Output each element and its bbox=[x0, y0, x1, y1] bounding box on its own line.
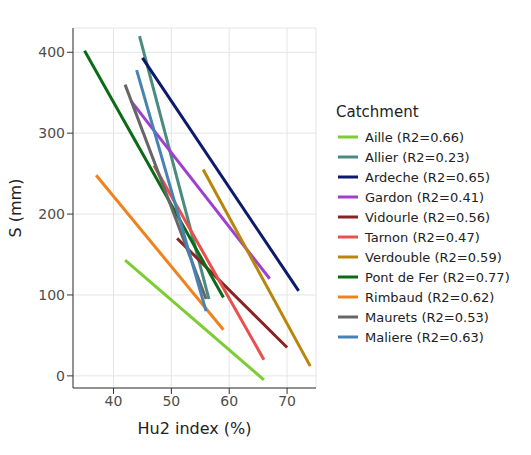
html-text:Gardon (R2=0.41): Gardon (R2=0.41) bbox=[365, 189, 484, 205]
svg-text:Hu2 index (%): Hu2 index (%) bbox=[138, 419, 252, 438]
html-text:Verdouble (R2=0.59): Verdouble (R2=0.59) bbox=[365, 249, 502, 265]
html-text:Catchment: Catchment bbox=[336, 103, 419, 121]
svg-text:0: 0 bbox=[56, 368, 65, 384]
svg-text:400: 400 bbox=[38, 44, 65, 60]
html-text:Pont de Fer (R2=0.77): Pont de Fer (R2=0.77) bbox=[365, 269, 510, 285]
svg-text:100: 100 bbox=[38, 287, 65, 303]
html-text:Aille (R2=0.66): Aille (R2=0.66) bbox=[365, 129, 465, 145]
svg-text:300: 300 bbox=[38, 125, 65, 141]
svg-text:200: 200 bbox=[38, 206, 65, 222]
svg-text:40: 40 bbox=[105, 393, 123, 409]
html-text:Rimbaud (R2=0.62): Rimbaud (R2=0.62) bbox=[365, 289, 495, 305]
svg-text:50: 50 bbox=[162, 393, 180, 409]
svg-text:60: 60 bbox=[220, 393, 238, 409]
html-text:Maurets (R2=0.53): Maurets (R2=0.53) bbox=[365, 309, 489, 325]
html-text:Allier (R2=0.23): Allier (R2=0.23) bbox=[365, 149, 470, 165]
html-text:Tarnon (R2=0.47): Tarnon (R2=0.47) bbox=[365, 229, 480, 245]
html-text:Ardeche (R2=0.65): Ardeche (R2=0.65) bbox=[365, 169, 491, 185]
svg-text:S (mm): S (mm) bbox=[8, 179, 25, 238]
svg-text:70: 70 bbox=[278, 393, 296, 409]
html-text:Maliere (R2=0.63): Maliere (R2=0.63) bbox=[365, 329, 484, 345]
html-text:Vidourle (R2=0.56): Vidourle (R2=0.56) bbox=[365, 209, 490, 225]
